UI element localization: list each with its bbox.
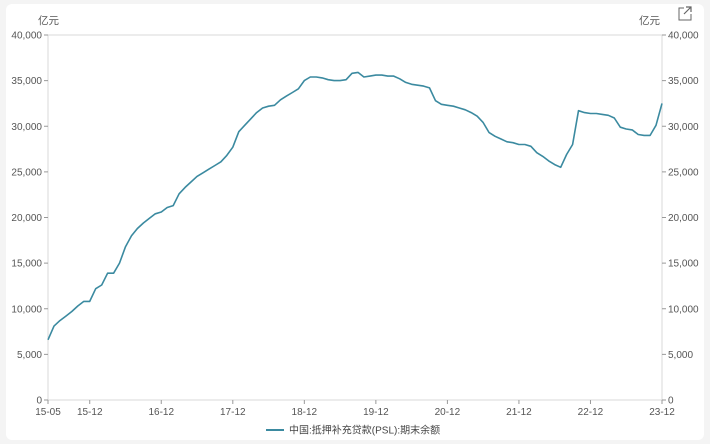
x-tick-label: 19-12 bbox=[363, 407, 389, 418]
y-tick-label-left: 40,000 bbox=[11, 31, 42, 42]
y-tick-label-right: 0 bbox=[668, 396, 674, 407]
chart-card bbox=[6, 4, 704, 440]
y-tick-label-left: 0 bbox=[36, 396, 42, 407]
y-tick-label-left: 10,000 bbox=[11, 304, 42, 315]
y-unit-left: 亿元 bbox=[38, 14, 59, 27]
y-tick-label-right: 20,000 bbox=[668, 213, 699, 224]
x-axis: 15-05 15-12 16-12 17-12 18-12 19-12 20-12 21-12… bbox=[35, 400, 675, 418]
x-tick-label: 15-05 bbox=[35, 407, 61, 418]
y-tick-label-left: 20,000 bbox=[11, 213, 42, 224]
y-tick-label-right: 40,000 bbox=[668, 31, 699, 42]
y-tick-label-left: 5,000 bbox=[17, 350, 42, 361]
x-tick-label: 16-12 bbox=[148, 407, 174, 418]
x-tick-label: 15-12 bbox=[77, 407, 103, 418]
legend: 中国:抵押补充贷款(PSL):期末余额 bbox=[266, 424, 440, 437]
y-tick-label-right: 10,000 bbox=[668, 304, 699, 315]
y-tick-label-left: 15,000 bbox=[11, 259, 42, 270]
y-tick-label-right: 35,000 bbox=[668, 76, 699, 87]
y-axis-left: 0 5,000 10,000 15,000 20,000 25,000 30,000 35,0… bbox=[11, 31, 48, 407]
y-axis-right: 0 5,000 10,000 15,000 20,000 25,000 30,000 35,0… bbox=[662, 31, 699, 407]
y-tick-label-right: 15,000 bbox=[668, 259, 699, 270]
y-unit-right: 亿元 bbox=[639, 14, 660, 27]
x-tick-label: 17-12 bbox=[220, 407, 246, 418]
y-tick-label-left: 35,000 bbox=[11, 76, 42, 87]
y-tick-label-right: 25,000 bbox=[668, 167, 699, 178]
y-tick-label-right: 5,000 bbox=[668, 350, 693, 361]
x-tick-label: 22-12 bbox=[578, 407, 604, 418]
y-tick-label-left: 30,000 bbox=[11, 122, 42, 133]
x-tick-label: 18-12 bbox=[292, 407, 318, 418]
x-tick-label: 23-12 bbox=[649, 407, 675, 418]
plot-frame bbox=[47, 34, 663, 401]
y-tick-label-right: 30,000 bbox=[668, 122, 699, 133]
x-tick-label: 20-12 bbox=[435, 407, 461, 418]
x-tick-label: 21-12 bbox=[506, 407, 532, 418]
expand-icon[interactable] bbox=[678, 6, 692, 21]
y-tick-label-left: 25,000 bbox=[11, 167, 42, 178]
series-layer bbox=[47, 71, 663, 341]
series-line bbox=[47, 71, 663, 341]
plot-area bbox=[47, 34, 663, 401]
legend-label: 中国:抵押补充贷款(PSL):期末余额 bbox=[289, 424, 440, 437]
